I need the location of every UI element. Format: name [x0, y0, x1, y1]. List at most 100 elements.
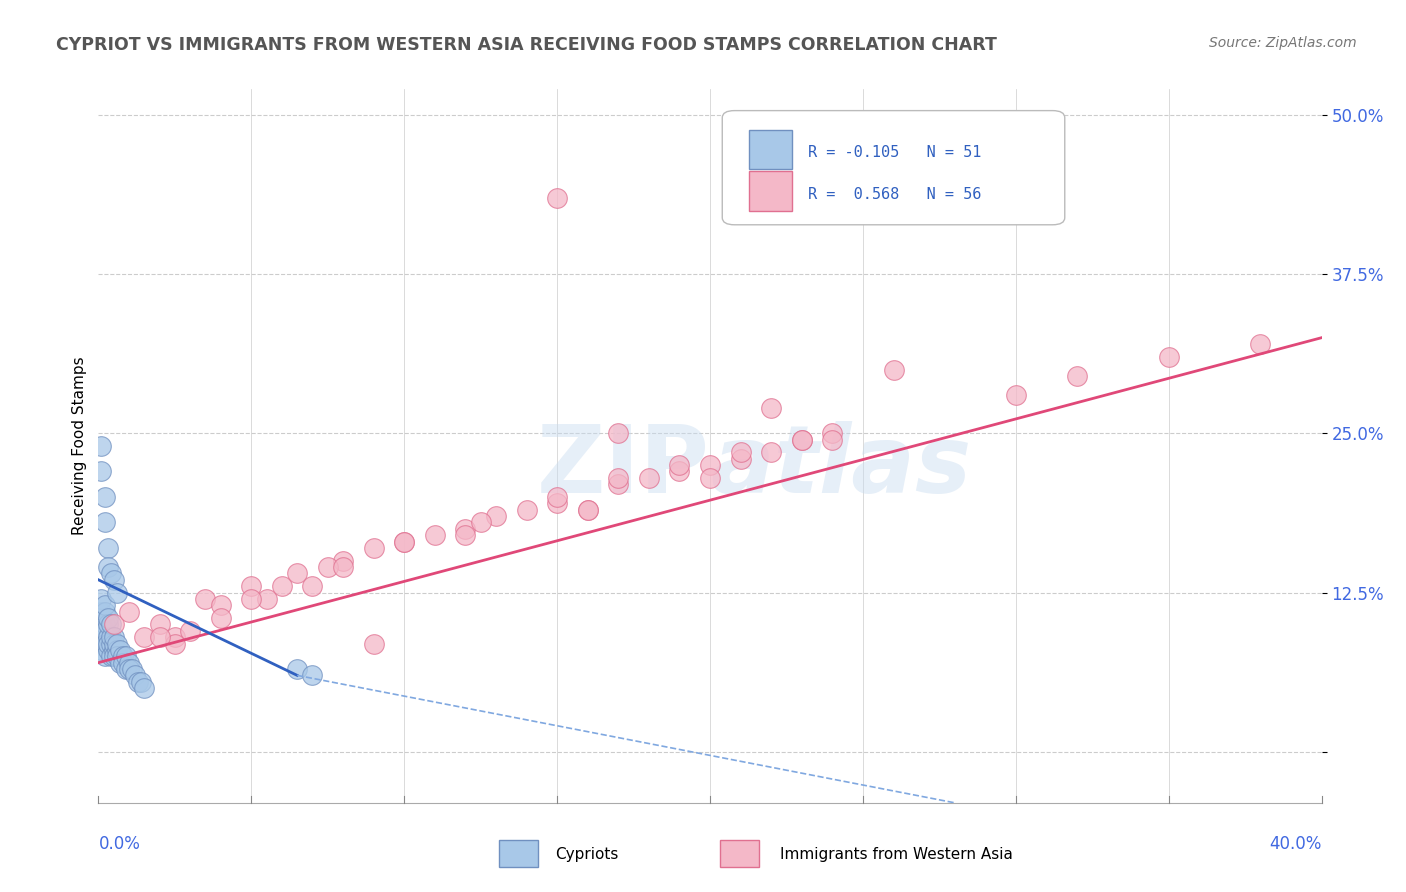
Point	[90, 630, 112, 644]
Point	[90, 591, 112, 606]
Point	[105, 636, 128, 650]
Point	[546, 496, 568, 510]
Point	[103, 630, 125, 644]
Point	[699, 458, 721, 472]
Point	[127, 674, 149, 689]
Point	[730, 451, 752, 466]
Y-axis label: Receiving Food Stamps: Receiving Food Stamps	[72, 357, 87, 535]
Point	[103, 649, 125, 664]
Point	[100, 617, 122, 632]
Point	[209, 599, 232, 613]
Point	[1004, 388, 1026, 402]
Point	[759, 445, 782, 459]
Point	[149, 617, 172, 632]
Text: CYPRIOT VS IMMIGRANTS FROM WESTERN ASIA RECEIVING FOOD STAMPS CORRELATION CHART: CYPRIOT VS IMMIGRANTS FROM WESTERN ASIA …	[56, 36, 997, 54]
Point	[118, 656, 141, 670]
Point	[576, 502, 599, 516]
Point	[118, 662, 141, 676]
Point	[93, 624, 115, 638]
Point	[485, 509, 508, 524]
Point	[97, 611, 120, 625]
Point	[668, 458, 690, 472]
Point	[90, 439, 112, 453]
Point	[637, 471, 661, 485]
Point	[100, 649, 122, 664]
Point	[124, 668, 146, 682]
Point	[93, 490, 115, 504]
Point	[93, 649, 115, 664]
FancyBboxPatch shape	[723, 111, 1064, 225]
FancyBboxPatch shape	[749, 130, 792, 169]
Point	[134, 681, 156, 695]
Point	[111, 649, 134, 664]
Point	[209, 611, 232, 625]
Point	[90, 605, 112, 619]
Point	[179, 624, 201, 638]
Point	[546, 490, 568, 504]
Point	[240, 591, 263, 606]
Text: R =  0.568   N = 56: R = 0.568 N = 56	[808, 186, 981, 202]
Point	[105, 585, 128, 599]
Point	[93, 605, 115, 619]
Point	[454, 522, 477, 536]
Text: 40.0%: 40.0%	[1270, 835, 1322, 853]
Point	[790, 433, 813, 447]
Point	[790, 433, 813, 447]
Point	[668, 465, 690, 479]
Point	[821, 426, 844, 441]
Point	[1249, 337, 1271, 351]
Text: R = -0.105   N = 51: R = -0.105 N = 51	[808, 145, 981, 161]
Point	[607, 477, 630, 491]
Point	[105, 643, 128, 657]
Point	[256, 591, 278, 606]
Point	[93, 636, 115, 650]
Point	[332, 554, 354, 568]
Point	[149, 630, 172, 644]
Point	[100, 566, 122, 581]
Point	[108, 656, 131, 670]
Point	[316, 560, 339, 574]
Text: ZIP: ZIP	[537, 421, 710, 514]
Point	[105, 649, 128, 664]
Point	[546, 190, 568, 204]
Point	[392, 534, 416, 549]
Point	[115, 662, 138, 676]
Point	[108, 643, 131, 657]
Point	[194, 591, 217, 606]
Text: Source: ZipAtlas.com: Source: ZipAtlas.com	[1209, 36, 1357, 50]
Point	[97, 643, 120, 657]
Point	[821, 433, 844, 447]
Point	[97, 617, 120, 632]
Point	[90, 643, 112, 657]
Point	[1066, 368, 1088, 383]
Point	[301, 579, 323, 593]
Point	[301, 668, 323, 682]
Point	[118, 605, 141, 619]
Point	[285, 566, 308, 581]
Point	[363, 636, 385, 650]
Point	[100, 630, 122, 644]
Point	[103, 617, 125, 632]
Point	[607, 426, 630, 441]
Point	[516, 502, 538, 516]
Point	[1157, 350, 1180, 364]
Text: atlas: atlas	[710, 421, 972, 514]
Point	[90, 465, 112, 479]
FancyBboxPatch shape	[749, 171, 792, 211]
Point	[423, 528, 446, 542]
Point	[163, 636, 186, 650]
Point	[883, 362, 905, 376]
Point	[470, 516, 492, 530]
Point	[332, 560, 354, 574]
Point	[730, 445, 752, 459]
Point	[285, 662, 308, 676]
Point	[93, 599, 115, 613]
Point	[93, 516, 115, 530]
Text: 0.0%: 0.0%	[98, 835, 141, 853]
Point	[93, 617, 115, 632]
Point	[163, 630, 186, 644]
Point	[97, 560, 120, 574]
Point	[100, 636, 122, 650]
Point	[607, 471, 630, 485]
Point	[103, 573, 125, 587]
